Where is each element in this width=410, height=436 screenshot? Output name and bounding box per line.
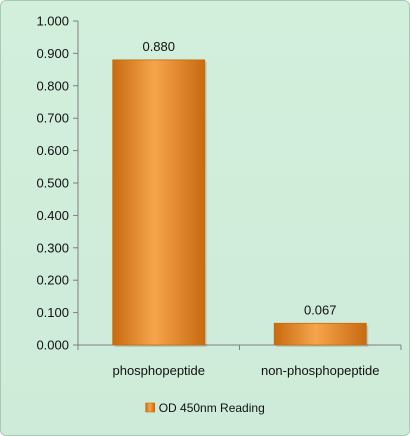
y-tick-label: 0.400 <box>36 208 69 223</box>
bar-non-phosphopeptide <box>273 322 367 346</box>
y-tick-label: 0.300 <box>36 240 69 255</box>
y-tick-label: 0.600 <box>36 143 69 158</box>
y-tick-label: 0.500 <box>36 176 69 191</box>
y-tick-label: 0.700 <box>36 111 69 126</box>
y-axis: 0.000 0.100 0.200 0.300 0.400 0.500 0.600 0.700… <box>36 14 79 353</box>
bar-phosphopeptide <box>112 59 206 346</box>
legend-swatch <box>145 402 155 413</box>
x-axis: phosphopeptide non-phosphopeptide <box>77 344 402 378</box>
y-tick-label: 0.800 <box>36 78 69 93</box>
y-tick-label: 0.900 <box>36 46 69 61</box>
y-tick-label: 0.100 <box>36 305 69 320</box>
y-tick-label: 0.200 <box>36 273 69 288</box>
legend-label: OD 450nm Reading <box>159 401 265 415</box>
y-tick-label: 0.000 <box>36 338 69 353</box>
bar-series: 0.880 0.067 <box>112 39 369 347</box>
y-tick-label: 1.000 <box>36 14 69 29</box>
x-category-label: non-phosphopeptide <box>261 363 380 378</box>
legend: OD 450nm Reading <box>145 401 265 415</box>
data-label: 0.880 <box>142 39 175 54</box>
x-category-label: phosphopeptide <box>112 363 205 378</box>
data-label: 0.067 <box>304 302 337 317</box>
